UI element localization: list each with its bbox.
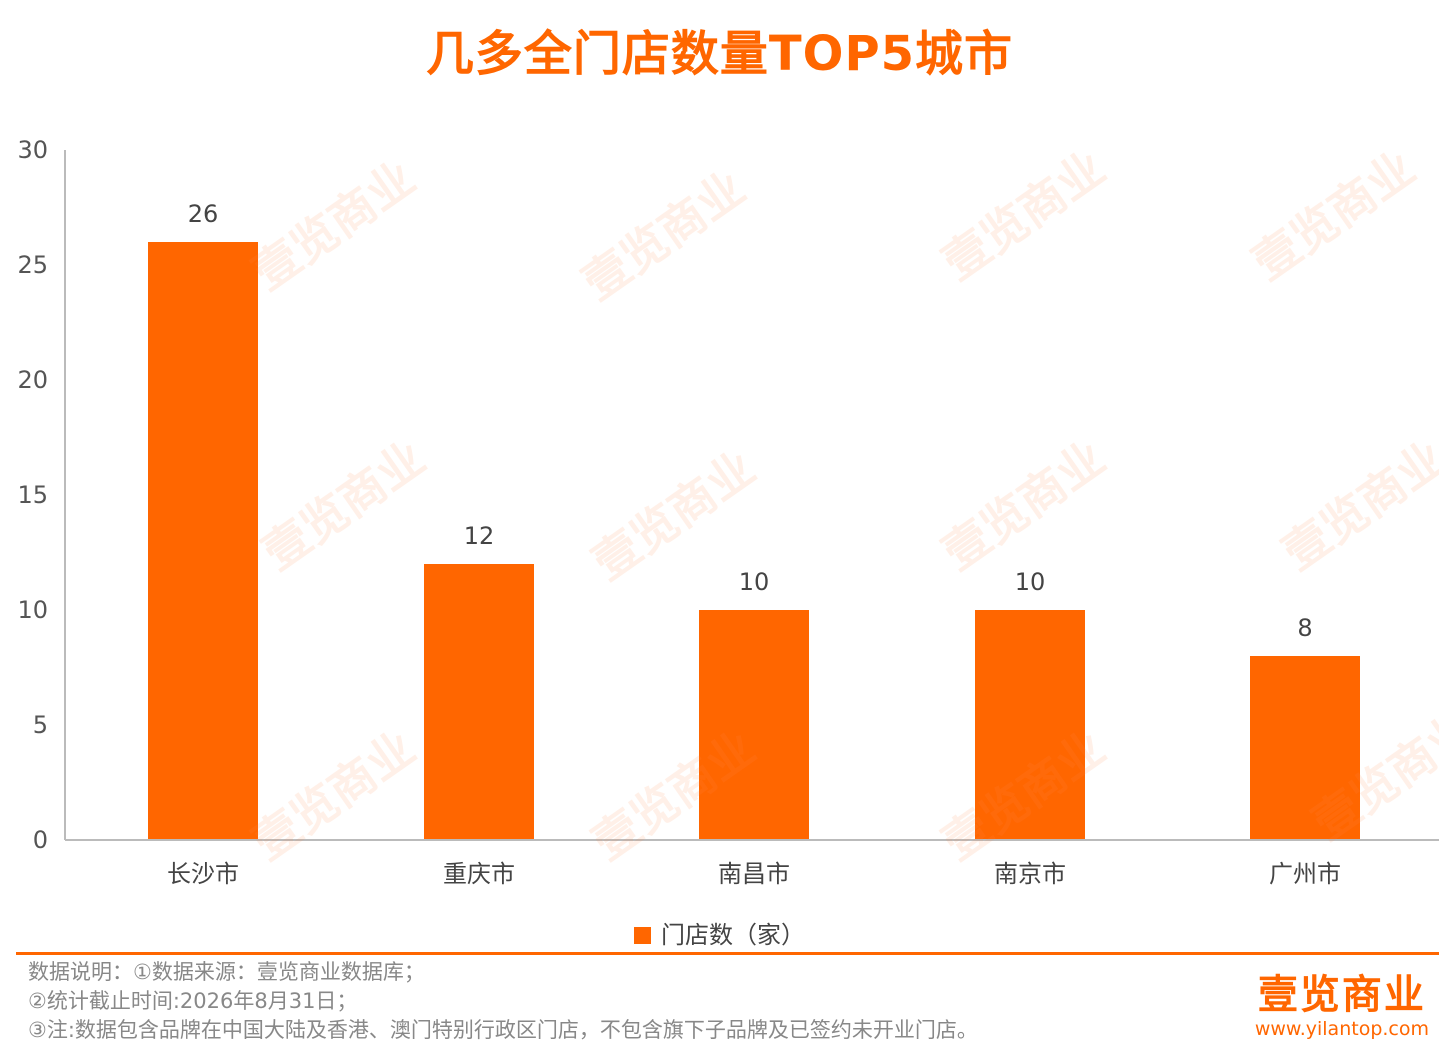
bar — [975, 610, 1085, 840]
bar-chart: 0 5 10 15 20 25 30 26 12 10 10 8 长沙市 重庆市 南昌市 南京市 广州市 — [17, 136, 1439, 888]
legend: 门店数（家） — [0, 915, 1439, 950]
data-label: 12 — [464, 522, 495, 550]
category-label: 重庆市 — [443, 860, 515, 888]
bar — [424, 564, 534, 840]
legend-swatch — [634, 927, 651, 944]
data-label: 8 — [1297, 614, 1312, 642]
bar — [148, 242, 258, 840]
category-label: 南昌市 — [718, 860, 790, 888]
data-label: 26 — [188, 200, 219, 228]
brand-name: 壹览商业 — [1257, 972, 1426, 1018]
legend-label: 门店数（家） — [661, 921, 805, 949]
brand-logo: 壹览商业 www.yilantop.com — [1255, 972, 1429, 1040]
y-tick-label: 15 — [17, 481, 48, 509]
bar — [1250, 656, 1360, 840]
data-labels-group: 26 12 10 10 8 — [188, 200, 1313, 642]
data-label: 10 — [739, 568, 770, 596]
note-cutoff: ②统计截止时间:2026年8月31日； — [28, 989, 358, 1013]
y-tick-label: 10 — [17, 596, 48, 624]
data-label: 10 — [1015, 568, 1046, 596]
y-tick-label: 30 — [17, 136, 48, 164]
y-tick-label: 0 — [33, 826, 48, 854]
chart-title: 几多全门店数量TOP5城市 — [425, 26, 1014, 82]
y-tick-label: 20 — [17, 366, 48, 394]
bar — [699, 610, 809, 840]
brand-url: www.yilantop.com — [1254, 1018, 1429, 1040]
category-label: 长沙市 — [167, 860, 239, 888]
note-source: 数据说明：①数据来源：壹览商业数据库； — [28, 960, 425, 984]
data-notes: 数据说明：①数据来源：壹览商业数据库； ②统计截止时间:2026年8月31日； … — [28, 958, 978, 1045]
category-label: 广州市 — [1269, 860, 1341, 888]
footer-divider — [16, 952, 1439, 955]
y-tick-label: 25 — [17, 251, 48, 279]
bars-group — [148, 242, 1360, 840]
category-labels-group: 长沙市 重庆市 南昌市 南京市 广州市 — [167, 860, 1341, 888]
y-tick-label: 5 — [33, 711, 48, 739]
y-axis-ticks: 0 5 10 15 20 25 30 — [17, 136, 48, 854]
category-label: 南京市 — [994, 860, 1066, 888]
note-scope: ③注:数据包含品牌在中国大陆及香港、澳门特别行政区门店，不包含旗下子品牌及已签约… — [28, 1018, 978, 1042]
